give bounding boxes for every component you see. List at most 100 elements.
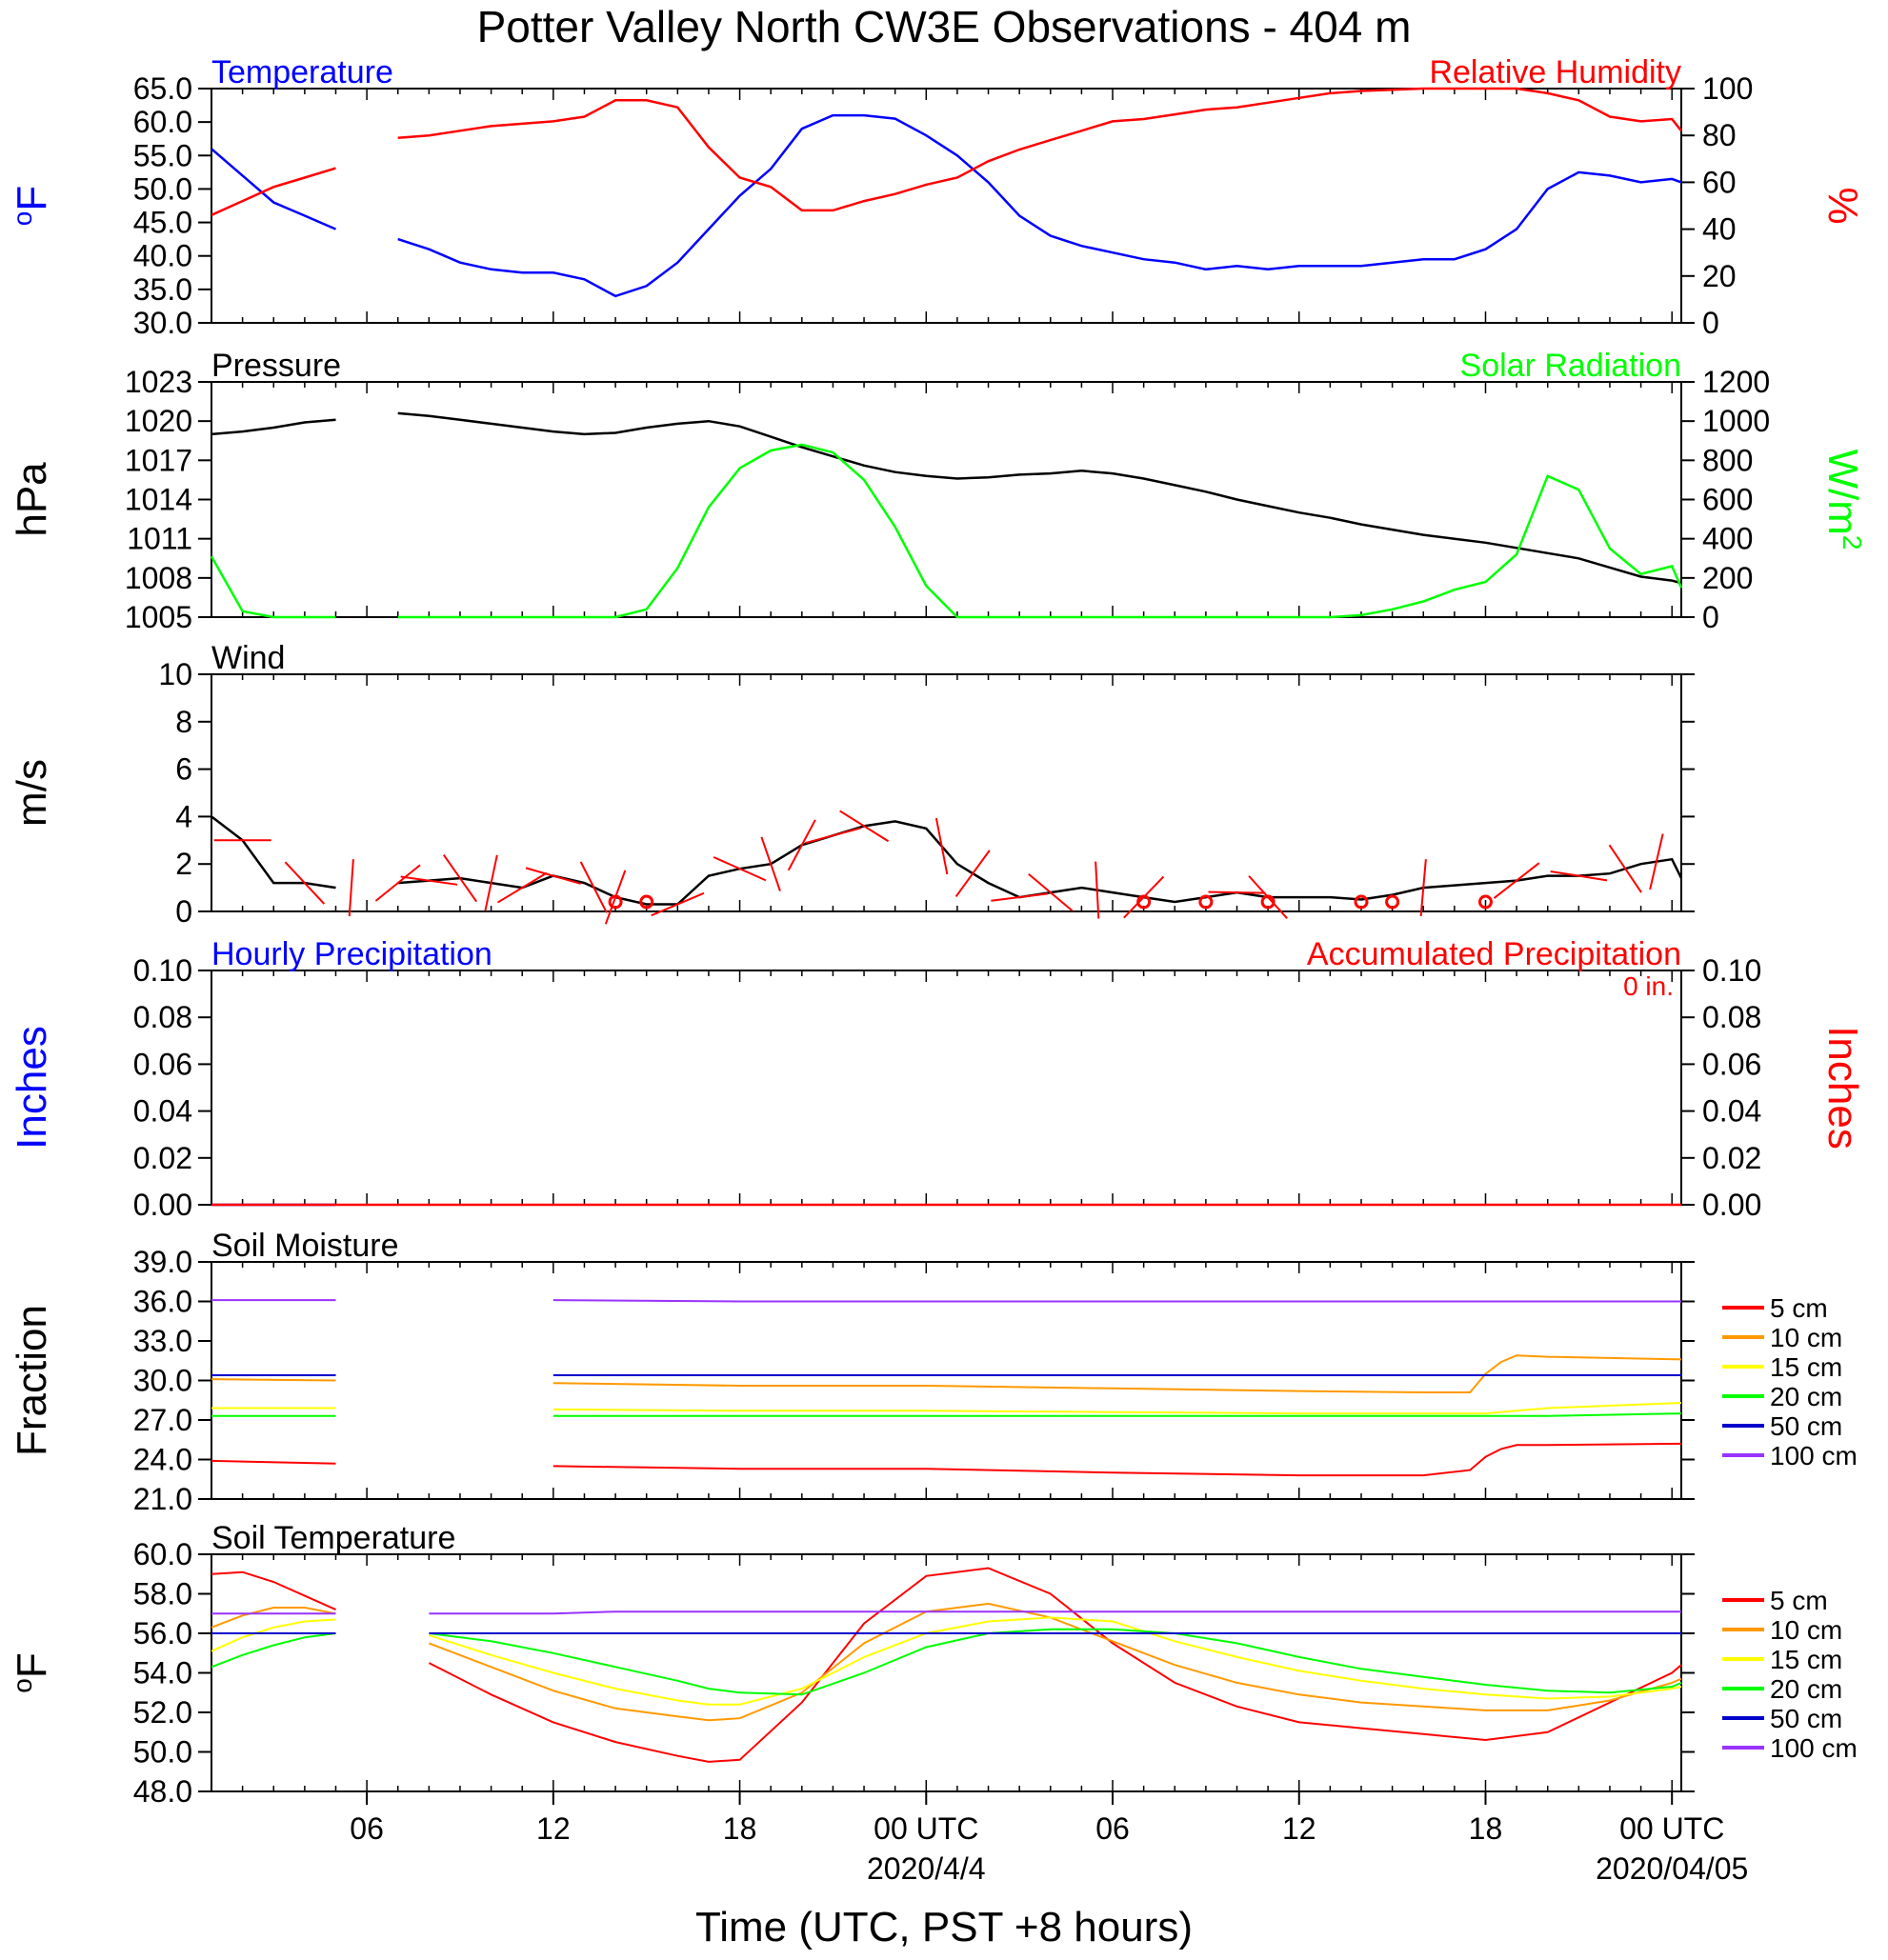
series-line <box>211 1412 1682 1417</box>
series-line <box>211 1567 1682 1763</box>
x-tick-label: 12 <box>1282 1811 1316 1846</box>
panel-frame <box>211 1261 1682 1500</box>
calm-wind-marker <box>608 894 623 910</box>
x-axis: 06 12 18 00 UTC 2020/4/4 06 12 18 00 UTC 2020/04/… <box>350 1791 1748 1886</box>
y-tick-label: 30.0 <box>133 306 192 340</box>
calm-wind-marker <box>1354 894 1369 910</box>
wind-barb <box>1608 844 1642 893</box>
y-tick-label: 40.0 <box>133 239 192 273</box>
series-line <box>211 1402 1682 1415</box>
legend-label: 100 cm <box>1770 1733 1858 1763</box>
y-tick-label: 0.04 <box>133 1094 192 1129</box>
y-tick-label-right: 0.04 <box>1702 1094 1761 1129</box>
panel-frame <box>211 1553 1682 1792</box>
y-tick-label-right: 40 <box>1702 212 1737 247</box>
y-tick-label: 1023 <box>125 365 192 399</box>
panel-title-left: Soil Moisture <box>211 1228 399 1264</box>
y-tick-label-right: 0 <box>1702 600 1719 634</box>
panel-frame <box>211 970 1682 1206</box>
x-tick-label: 18 <box>723 1811 757 1846</box>
y-tick-label: 36.0 <box>133 1285 192 1319</box>
x-tick-label: 06 <box>350 1811 384 1846</box>
y-tick-label-right: 0 <box>1702 306 1719 340</box>
panel-frame <box>211 673 1682 912</box>
series-line <box>211 1442 1682 1477</box>
legend-label: 15 cm <box>1770 1352 1842 1382</box>
y-tick-label: 0.08 <box>133 1000 192 1034</box>
y-tick-label-right: 600 <box>1702 483 1753 517</box>
y-tick-label: 0.02 <box>133 1141 192 1175</box>
panel-2: 1005 1008 1011 1014 1017 1020 1023 0 200 400 600 80… <box>9 348 1868 634</box>
y-tick-label: 21.0 <box>133 1482 192 1516</box>
y-tick-label-right: 20 <box>1702 259 1737 293</box>
wind-barb <box>1550 870 1608 882</box>
y-tick-label: 2 <box>175 847 192 881</box>
accumulated-total-label: 0 in. <box>1623 971 1674 1001</box>
chart-title: Potter Valley North CW3E Observations - … <box>477 2 1412 51</box>
y-tick-label: 60.0 <box>133 1537 192 1571</box>
wind-barb <box>787 819 816 871</box>
x-date-label: 2020/04/05 <box>1596 1851 1748 1886</box>
legend-label: 100 cm <box>1770 1441 1858 1470</box>
series-line <box>211 113 1682 298</box>
panel-title-left: Soil Temperature <box>211 1520 455 1556</box>
y-tick-label: 50.0 <box>133 171 192 206</box>
y-tick-label: 1014 <box>125 483 192 517</box>
y-tick-label: 1020 <box>125 404 192 438</box>
y-tick-label: 50.0 <box>133 1735 192 1770</box>
y-tick-label: 48.0 <box>133 1774 192 1809</box>
y-tick-label-right: 0.02 <box>1702 1141 1761 1175</box>
wind-barb <box>1028 873 1074 912</box>
calm-wind-marker <box>1385 894 1400 910</box>
legend-label: 15 cm <box>1770 1645 1842 1674</box>
x-tick-label: 18 <box>1469 1811 1503 1846</box>
y-tick-label: 39.0 <box>133 1245 192 1279</box>
y-tick-label-right: 800 <box>1702 443 1753 477</box>
y-tick-label: 0 <box>175 894 192 929</box>
panel-1: 30.035.040.045.050.055.060.065.0 0 20 40 60 8… <box>8 54 1867 340</box>
wind-barb <box>442 853 477 903</box>
panel-3: 0 2 4 6 8 10 Wind m/s <box>9 640 1695 929</box>
y-axis-label-right: % <box>1819 187 1866 224</box>
wind-barb <box>400 875 458 886</box>
x-axis-label: Time (UTC, PST +8 hours) <box>695 1904 1193 1950</box>
wind-barb <box>1419 859 1427 917</box>
series-line <box>211 1299 1681 1303</box>
legend-label: 50 cm <box>1770 1704 1842 1733</box>
y-tick-label: 45.0 <box>133 206 192 240</box>
y-tick-label: 35.0 <box>133 272 192 307</box>
series-line <box>211 1616 1682 1706</box>
series-line <box>211 1628 1682 1696</box>
y-tick-label: 33.0 <box>133 1324 192 1358</box>
wind-barb <box>348 859 354 917</box>
wind-barb <box>484 854 498 911</box>
y-tick-label: 55.0 <box>133 138 192 172</box>
series-line <box>211 1610 1681 1615</box>
panel-title-right: Solar Radiation <box>1460 348 1681 384</box>
y-axis-label-left: Fraction <box>9 1305 55 1456</box>
panel-title-left: Temperature <box>211 54 393 90</box>
panel-title-right: Accumulated Precipitation <box>1307 936 1681 972</box>
y-tick-label: 56.0 <box>133 1616 192 1650</box>
y-axis-label-right: Inches <box>1819 1026 1866 1150</box>
series-line <box>210 443 1683 619</box>
wind-barb <box>760 836 781 891</box>
y-tick-label: 54.0 <box>133 1656 192 1690</box>
panels: 30.035.040.045.050.055.060.065.002040608… <box>8 54 1868 1809</box>
wind-barb <box>1095 861 1100 919</box>
wind-barb <box>374 864 421 902</box>
wind-barb <box>579 861 608 913</box>
y-tick-label-right: 80 <box>1702 118 1737 152</box>
wind-barb <box>954 850 991 898</box>
x-tick-label: 06 <box>1095 1811 1130 1846</box>
wind-barb <box>496 871 548 904</box>
y-tick-label-right: 100 <box>1702 71 1753 106</box>
y-tick-label-right: 0.00 <box>1702 1188 1761 1222</box>
y-tick-label: 27.0 <box>133 1403 192 1437</box>
y-tick-label: 1011 <box>127 522 192 556</box>
x-tick-label: 00 UTC <box>874 1811 978 1846</box>
y-axis-label-left: oF <box>8 1652 56 1692</box>
y-tick-label: 60.0 <box>133 105 192 139</box>
panel-title-left: Wind <box>211 640 285 676</box>
